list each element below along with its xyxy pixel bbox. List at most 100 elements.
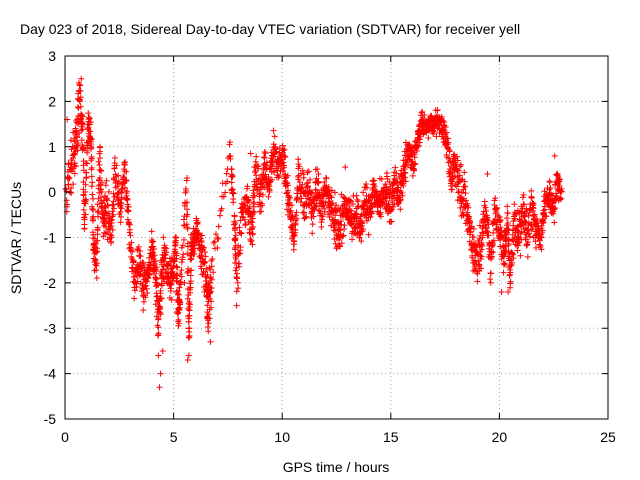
data-point — [526, 233, 533, 240]
data-point — [528, 187, 535, 194]
data-point — [528, 194, 535, 201]
data-point — [177, 281, 184, 288]
data-point — [425, 134, 432, 141]
data-point — [183, 206, 190, 213]
data-point — [453, 183, 460, 190]
data-point — [530, 205, 537, 212]
data-point — [108, 223, 115, 230]
data-point — [409, 172, 416, 179]
data-point — [431, 128, 438, 135]
data-point — [78, 123, 85, 130]
data-point — [346, 207, 353, 214]
data-point — [122, 184, 129, 191]
data-point — [227, 155, 234, 162]
data-point — [554, 170, 561, 177]
data-point — [513, 210, 520, 217]
data-point — [77, 103, 84, 110]
data-point — [93, 266, 100, 273]
data-point — [496, 213, 503, 220]
data-point — [347, 197, 354, 204]
data-point — [185, 268, 192, 275]
data-point — [299, 181, 306, 188]
data-point — [68, 190, 75, 197]
data-point — [74, 133, 81, 140]
data-point — [187, 289, 194, 296]
data-point — [337, 243, 344, 250]
data-point — [553, 190, 560, 197]
data-point — [184, 269, 191, 276]
data-point — [326, 213, 333, 220]
data-point — [223, 170, 230, 177]
axis-ticks: 0 5 10 15 20 25 -5 -4 -3 -2 -1 0 1 2 3 — [44, 48, 616, 445]
data-point — [296, 163, 303, 170]
data-point — [231, 213, 238, 220]
data-point — [94, 224, 101, 231]
data-point — [299, 167, 306, 174]
data-point — [360, 226, 367, 233]
data-point — [85, 110, 92, 117]
data-point — [157, 311, 164, 318]
data-point — [383, 170, 390, 177]
data-point — [237, 250, 244, 257]
data-point — [158, 295, 165, 302]
data-point — [313, 197, 320, 204]
data-point — [208, 304, 215, 311]
data-point — [293, 215, 300, 222]
data-point — [287, 194, 294, 201]
data-point — [187, 301, 194, 308]
data-point — [153, 293, 160, 300]
data-point — [228, 165, 235, 172]
data-point — [188, 267, 195, 274]
data-point — [332, 212, 339, 219]
data-point — [201, 244, 208, 251]
data-point — [144, 278, 151, 285]
data-point — [88, 155, 95, 162]
data-point — [234, 275, 241, 282]
data-point — [399, 192, 406, 199]
y-tick-label: 3 — [48, 48, 56, 64]
data-point — [137, 247, 144, 254]
data-point — [553, 193, 560, 200]
data-point — [194, 227, 200, 234]
data-point — [201, 258, 208, 265]
data-point — [272, 153, 279, 160]
data-point — [328, 194, 335, 201]
data-point — [71, 151, 78, 158]
y-tick-label: 2 — [48, 93, 56, 109]
data-point — [235, 285, 242, 292]
data-point — [259, 179, 266, 186]
data-point — [305, 168, 312, 175]
data-point — [140, 298, 147, 305]
data-point — [159, 347, 166, 354]
data-point — [434, 107, 441, 114]
data-point — [505, 288, 512, 295]
data-point — [287, 207, 294, 214]
data-point — [79, 113, 86, 120]
data-point — [309, 230, 316, 237]
data-point — [218, 205, 225, 212]
data-point — [371, 177, 378, 184]
data-point — [546, 201, 553, 208]
data-point — [77, 82, 84, 89]
data-point — [510, 255, 517, 262]
data-point — [105, 210, 112, 217]
data-point — [547, 185, 554, 192]
data-point — [487, 279, 494, 286]
data-point — [115, 178, 122, 185]
data-point — [138, 265, 145, 272]
data-point — [551, 152, 558, 159]
data-point — [207, 266, 214, 273]
data-point — [532, 238, 539, 245]
data-point — [455, 167, 462, 174]
x-axis-label: GPS time / hours — [283, 459, 390, 475]
data-point — [442, 123, 449, 130]
data-point — [476, 261, 483, 268]
data-point — [103, 177, 110, 184]
data-point — [89, 195, 96, 202]
data-point — [161, 242, 168, 249]
data-point — [346, 203, 353, 210]
data-point — [89, 205, 96, 212]
x-tick-label: 25 — [600, 429, 616, 445]
data-point — [462, 190, 469, 197]
data-point — [181, 279, 188, 286]
